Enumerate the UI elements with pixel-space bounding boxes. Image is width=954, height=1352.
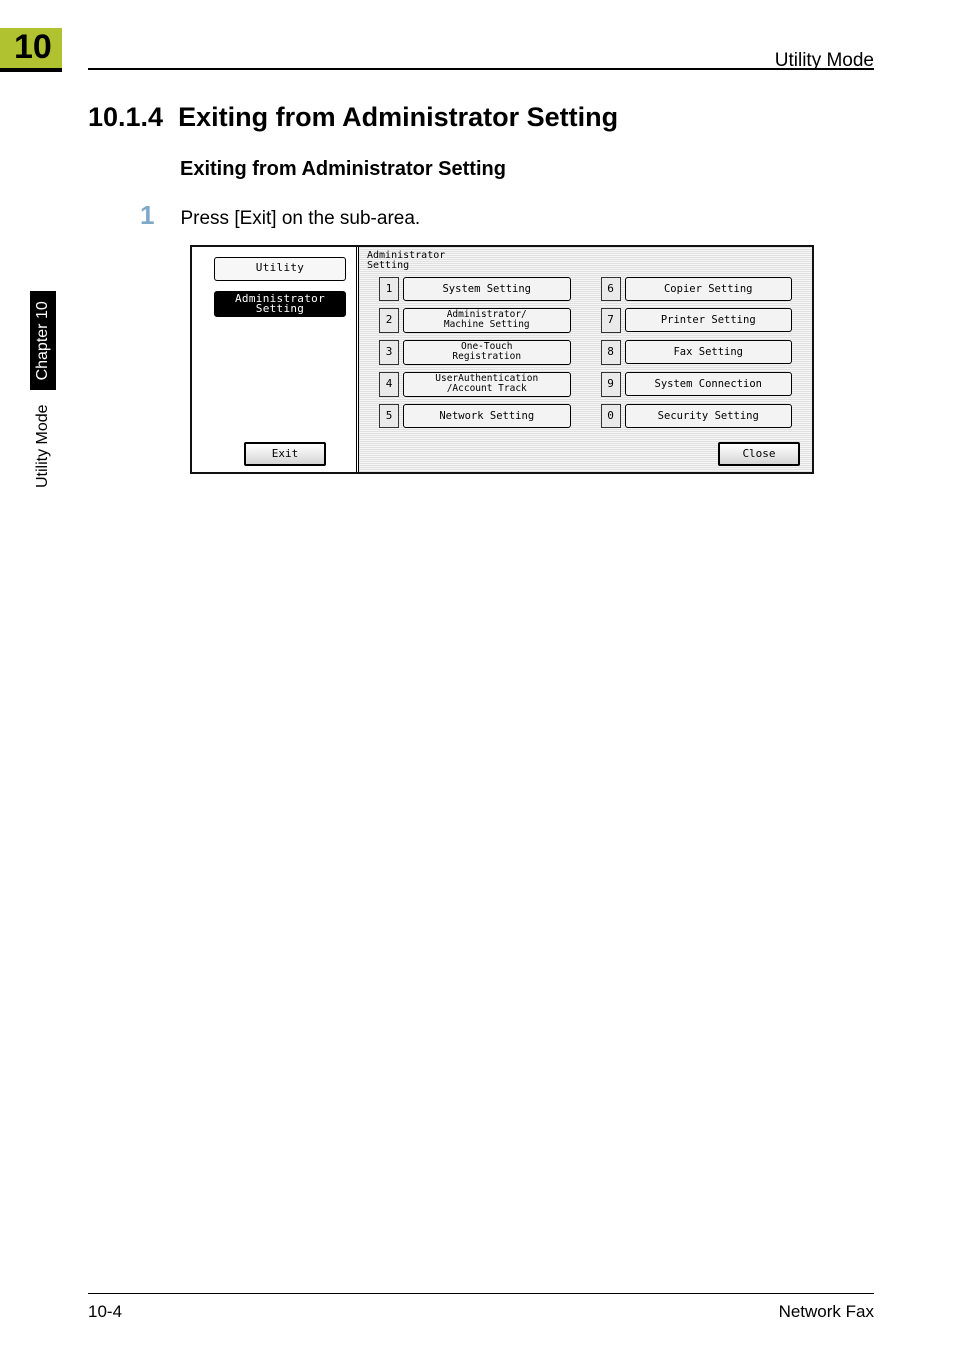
menu-cell: 9System Connection: [601, 372, 793, 397]
menu-cell: 6Copier Setting: [601, 277, 793, 301]
lcd-screenshot: Utility Administrator Setting Exit Admin…: [190, 245, 814, 474]
menu-number: 6: [601, 277, 621, 301]
menu-button[interactable]: UserAuthentication/Account Track: [403, 372, 571, 397]
side-tab-chapter: Chapter 10: [30, 291, 56, 390]
menu-button[interactable]: Administrator/Machine Setting: [403, 308, 571, 333]
menu-row: 3One-TouchRegistration 8Fax Setting: [379, 340, 792, 365]
header-rule: [88, 68, 874, 70]
menu-number: 2: [379, 308, 399, 333]
footer-doc-title: Network Fax: [779, 1302, 874, 1322]
menu-row: 4UserAuthentication/Account Track 9System…: [379, 372, 792, 397]
menu-number: 7: [601, 308, 621, 333]
section-title: 10.1.4 Exiting from Administrator Settin…: [88, 102, 874, 133]
page-header: 10 Utility Mode: [0, 28, 874, 72]
lcd-title: Administrator Setting: [367, 251, 445, 271]
menu-cell: 7Printer Setting: [601, 308, 793, 333]
menu-number: 3: [379, 340, 399, 365]
tab-utility[interactable]: Utility: [214, 257, 346, 281]
menu-button[interactable]: System Setting: [403, 277, 571, 301]
lcd-left-pane: Utility Administrator Setting Exit: [192, 247, 359, 472]
lcd-right-pane: Administrator Setting 1System Setting 6Co…: [359, 247, 812, 472]
menu-number: 0: [601, 404, 621, 428]
subsection-title: Exiting from Administrator Setting: [180, 158, 506, 181]
tab-admin-line2: Setting: [256, 302, 304, 315]
step-1: 1 Press [Exit] on the sub-area.: [140, 200, 420, 231]
side-tab: Utility Mode Chapter 10: [30, 291, 56, 488]
menu-cell: 4UserAuthentication/Account Track: [379, 372, 571, 397]
menu-cell: 3One-TouchRegistration: [379, 340, 571, 365]
step-text: Press [Exit] on the sub-area.: [180, 208, 420, 230]
menu-row: 2Administrator/Machine Setting 7Printer S…: [379, 308, 792, 333]
menu-cell: 2Administrator/Machine Setting: [379, 308, 571, 333]
close-button[interactable]: Close: [718, 442, 800, 466]
menu-row: 1System Setting 6Copier Setting: [379, 277, 792, 301]
footer-rule: [88, 1293, 874, 1294]
menu-cell: 1System Setting: [379, 277, 571, 301]
menu-button[interactable]: Fax Setting: [625, 340, 793, 364]
lcd-menu-grid: 1System Setting 6Copier Setting 2Administr…: [379, 277, 792, 435]
menu-number: 4: [379, 372, 399, 397]
menu-row: 5Network Setting 0Security Setting: [379, 404, 792, 428]
menu-number: 1: [379, 277, 399, 301]
section-heading: Exiting from Administrator Setting: [178, 102, 618, 132]
section-number: 10.1.4: [88, 102, 163, 132]
menu-number: 8: [601, 340, 621, 365]
menu-cell: 8Fax Setting: [601, 340, 793, 365]
menu-cell: 0Security Setting: [601, 404, 793, 428]
menu-number: 9: [601, 372, 621, 397]
step-number: 1: [140, 200, 154, 231]
chapter-number-box: 10: [0, 28, 62, 72]
menu-cell: 5Network Setting: [379, 404, 571, 428]
side-tab-mode: Utility Mode: [34, 404, 52, 488]
menu-button[interactable]: One-TouchRegistration: [403, 340, 571, 365]
menu-button[interactable]: Printer Setting: [625, 308, 793, 332]
exit-button[interactable]: Exit: [244, 442, 326, 466]
menu-button[interactable]: System Connection: [625, 372, 793, 396]
tab-administrator-setting[interactable]: Administrator Setting: [214, 291, 346, 317]
menu-button[interactable]: Security Setting: [625, 404, 793, 428]
footer-page-number: 10-4: [88, 1302, 122, 1322]
lcd-title-line2: Setting: [367, 260, 409, 271]
menu-button[interactable]: Network Setting: [403, 404, 571, 428]
menu-button[interactable]: Copier Setting: [625, 277, 793, 301]
menu-number: 5: [379, 404, 399, 428]
